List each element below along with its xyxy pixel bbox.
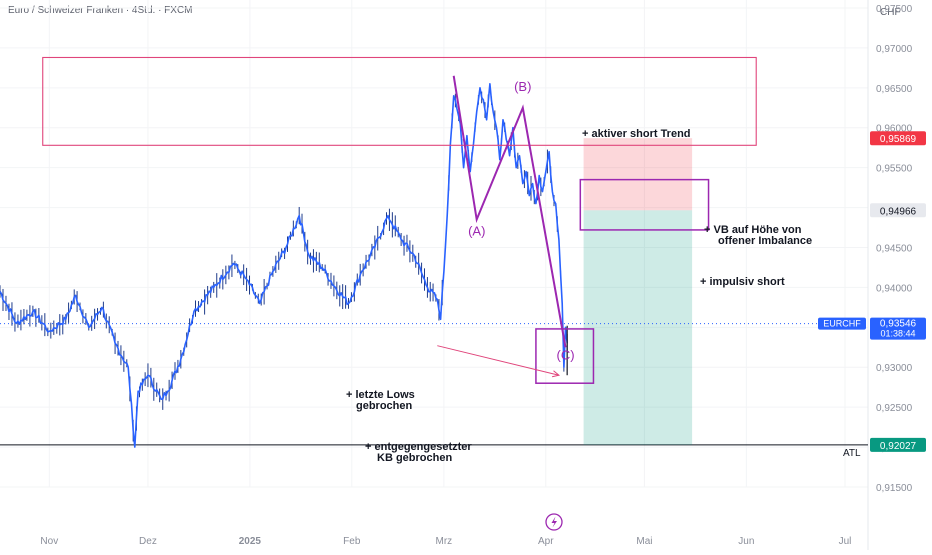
arrow-head [551,370,561,378]
trade-zones [583,138,693,445]
symbol-badge-bg [818,317,866,330]
y-tick-label: 0,95500 [876,164,913,175]
x-tick-label: Apr [538,536,554,547]
annotation-lows-line1: + letzte Lows [346,389,415,401]
x-tick-label: Feb [343,536,361,547]
y-tick-label: 0,97000 [876,44,913,55]
wave-label-a: (A) [468,224,485,239]
x-tick-label: Jun [738,536,754,547]
y-tick-label: 0,92500 [876,403,913,414]
annotation-vb-line2: offener Imbalance [718,235,812,247]
annotation-impulsive: + impulsiv short [700,276,785,288]
current-price-badge-bg [870,317,926,340]
grid: ATL [0,0,869,550]
wave-label-b: (B) [514,79,531,94]
take-profit-zone [583,210,693,445]
y-tick-label: 0,94000 [876,283,913,294]
annotation-lows-line2: gebrochen [356,400,413,412]
annotation-kb-line1: + entgegengesetzter [365,441,472,453]
current-price-text: 0,93546 [880,319,917,330]
price-series [0,83,868,448]
y-tick-label: 0,97500 [876,4,913,15]
x-tick-label: 2025 [239,536,262,547]
annotation-kb-line2: KB gebrochen [377,452,452,464]
chart-title: Euro / Schweizer Franken · 4Std. · FXCM [8,5,193,16]
y-tick-label: 0,96000 [876,124,913,135]
wave-c-box[interactable] [535,328,595,384]
x-tick-label: Mai [636,536,652,547]
target-price-badge-bg [870,437,926,452]
y-tick-label: 0,93000 [876,363,913,374]
symbol-badge-text: EURCHF [823,319,861,329]
stop-loss-zone [583,138,693,211]
stop-price-badge-text: 0,95869 [880,134,917,145]
target-price-badge-text: 0,92027 [880,441,917,452]
price-line [0,83,568,448]
x-tick-label: Nov [40,536,58,547]
stop-price-badge: 0,95869 [870,131,926,146]
wave-label-c: (C) [556,347,574,362]
x-tick-label: Dez [139,536,157,547]
atl-label: ATL [843,448,861,459]
time-axis[interactable]: Nov Dez 2025 Feb Mrz Apr Mai Jun Jul [40,536,851,547]
y-tick-label: 0,91500 [876,483,913,494]
x-tick-label: Jul [839,536,852,547]
price-axis[interactable]: 0,975000,970000,965000,960000,955000,950… [876,4,913,494]
annotation-short-trend: + aktiver short Trend [582,128,691,140]
entry-price-badge: 0,94966 [870,203,926,218]
drawings[interactable]: (A) (B) (C) [42,56,757,384]
imbalance-box[interactable] [579,178,710,231]
y-tick-label: 0,96500 [876,84,913,95]
resistance-box[interactable] [42,56,757,146]
annotation-vb-line1: + VB auf Höhe von [704,224,802,236]
stop-price-badge-bg [870,131,926,146]
countdown-text: 01:38:44 [880,329,915,339]
currency-label: CHF [880,7,901,18]
lightning-icon[interactable] [545,513,563,531]
x-tick-label: Mrz [436,536,453,547]
y-tick-label: 0,94500 [876,243,913,254]
arrow-line [437,345,560,376]
entry-price-badge-text: 0,94966 [880,206,917,217]
entry-price-badge-bg [870,203,926,218]
annotations: + aktiver short Trend + VB auf Höhe von … [346,128,812,464]
abc-wave-line[interactable] [452,75,567,348]
target-price-badge: 0,92027 [870,437,926,452]
